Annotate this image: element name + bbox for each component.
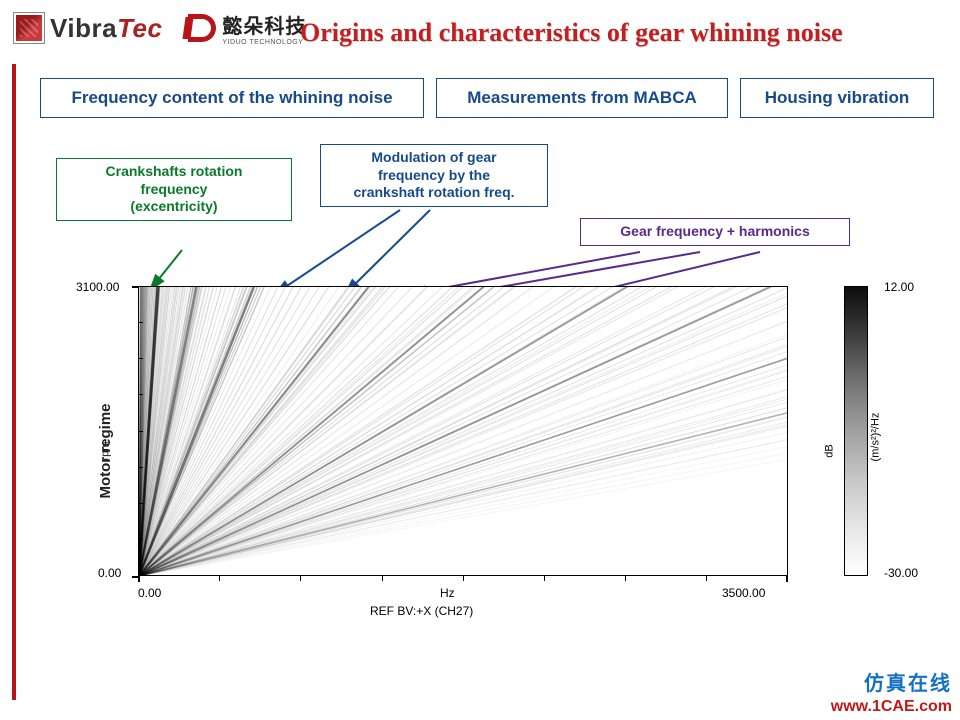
callout-modulation: Modulation of gearfrequency by thecranks…	[320, 144, 548, 207]
watermark-cn: 仿真在线	[864, 667, 952, 696]
subtitle-bar: Frequency content of the whining noise M…	[40, 78, 944, 118]
vibratec-wordmark: VibraTec	[50, 13, 162, 44]
x-axis-unit: Hz	[440, 586, 455, 600]
colorbar-min: -30.00	[884, 566, 918, 580]
colorbar-unit-full: (m/s²)²/Hz	[870, 413, 882, 462]
x-tick-min: 0.00	[138, 586, 161, 600]
tick	[138, 576, 140, 582]
yiduo-cn: 懿朵科技	[222, 10, 306, 39]
vibratec-mark-icon	[14, 13, 44, 43]
x-tick-max: 3500.00	[722, 586, 765, 600]
tick	[138, 539, 143, 540]
tick	[138, 322, 143, 323]
tick	[544, 576, 545, 581]
slide-title: Origins and characteristics of gear whin…	[300, 18, 954, 48]
subbox-measurements: Measurements from MABCA	[436, 78, 728, 118]
vibratec-part-a: Vibra	[50, 13, 117, 43]
tick	[138, 394, 143, 395]
tick	[138, 431, 143, 432]
vibratec-part-b: Tec	[117, 13, 162, 43]
tick	[463, 576, 464, 581]
tick	[219, 576, 220, 581]
tick	[138, 467, 143, 468]
tick	[625, 576, 626, 581]
subbox-housing-vibration: Housing vibration	[740, 78, 934, 118]
tick	[786, 576, 788, 582]
plot-frame	[138, 286, 788, 576]
subbox-frequency-content: Frequency content of the whining noise	[40, 78, 424, 118]
logo-yiduo: 懿朵科技 YIDUO TECHNOLOGY	[184, 10, 306, 46]
colorbar	[844, 286, 868, 576]
colorbar-unit-db: dB	[823, 444, 835, 457]
y-tick-min: 0.00	[98, 566, 121, 580]
tick	[382, 576, 383, 581]
tick	[138, 503, 143, 504]
spectrogram-plot: Motor regime rpm 3100.00 0.00 0.00 Hz 35…	[60, 286, 930, 616]
callouts-layer: Crankshafts rotationfrequency(excentrici…	[40, 140, 944, 270]
tick	[706, 576, 707, 581]
logo-vibratec: VibraTec	[14, 13, 162, 44]
tick	[132, 286, 138, 288]
header: VibraTec 懿朵科技 YIDUO TECHNOLOGY Origins a…	[0, 0, 960, 50]
callout-crankshaft: Crankshafts rotationfrequency(excentrici…	[56, 158, 292, 221]
callout-gear-harmonics: Gear frequency + harmonics	[580, 218, 850, 246]
y-axis-unit: rpm	[99, 442, 111, 461]
y-tick-max: 3100.00	[76, 280, 119, 294]
tick	[300, 576, 301, 581]
order-lines-svg	[139, 287, 787, 576]
yiduo-mark-icon	[184, 13, 218, 43]
colorbar-max: 12.00	[884, 280, 914, 294]
left-red-rule	[12, 64, 16, 700]
watermark-url: www.1CAE.com	[831, 698, 952, 716]
tick	[138, 358, 143, 359]
x-axis-ref: REF BV:+X (CH27)	[370, 604, 473, 618]
yiduo-en: YIDUO TECHNOLOGY	[222, 39, 306, 46]
